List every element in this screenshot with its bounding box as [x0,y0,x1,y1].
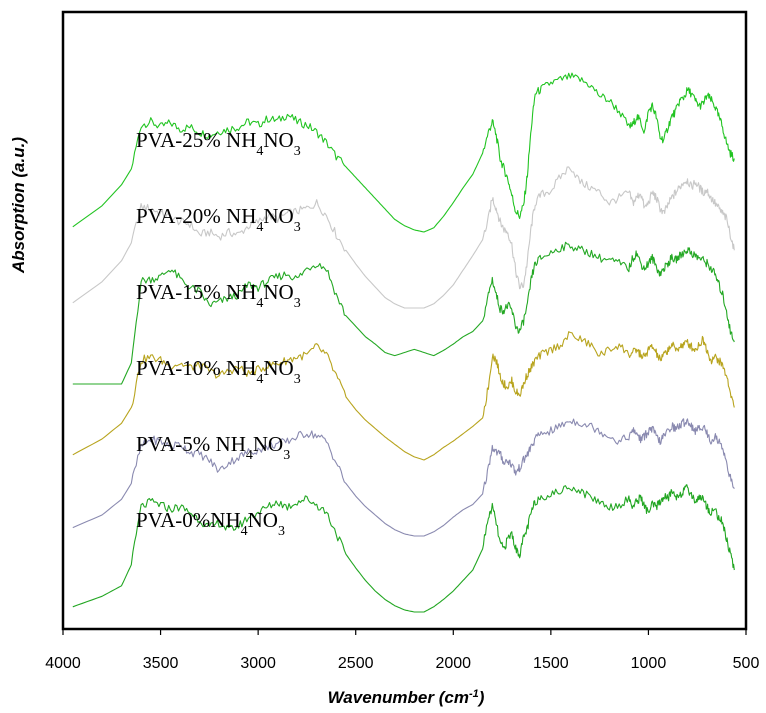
x-tick-label: 2500 [338,655,374,672]
x-tick-label: 1500 [533,655,569,672]
x-tick-label: 2000 [435,655,471,672]
x-axis-title-tail: ) [477,688,485,707]
x-tick-label: 4000 [45,655,81,672]
x-axis-title: Wavenumber (cm-1) [328,688,485,707]
series-label-1: PVA-25% NH4NO3 [136,128,301,159]
x-tick-label: 3000 [240,655,276,672]
series-label-6: PVA-0%NH4NO3 [136,508,285,539]
y-axis-title: Absorption (a.u.) [9,137,28,274]
series-line-1 [72,72,735,233]
x-axis-title-base: Wavenumber (cm [328,688,469,707]
x-tick-label: 500 [733,655,760,672]
series-line-2 [72,166,735,309]
series-label-3: PVA-15% NH4NO3 [136,280,301,311]
x-tick-layer: 4000 3500 3000 2500 2000 1500 1000 500 [45,629,759,672]
plot-area-frame [61,10,748,631]
series-label-2: PVA-20% NH4NO3 [136,204,301,235]
series-label-5: PVA-5% NH4NO3 [136,432,290,463]
series-label-4: PVA-10% NH4NO3 [136,356,301,387]
x-axis-title-sup: -1 [469,688,479,700]
series-line-4 [72,331,735,461]
x-tick-label: 1000 [631,655,667,672]
series-line-3 [72,241,735,385]
series-line-5 [72,418,735,537]
x-tick-label: 3500 [143,655,179,672]
series-layer [72,72,735,613]
series-label-layer: PVA-25% NH4NO3 PVA-20% NH4NO3 PVA-15% NH4N… [136,128,301,539]
series-line-6 [72,484,735,613]
